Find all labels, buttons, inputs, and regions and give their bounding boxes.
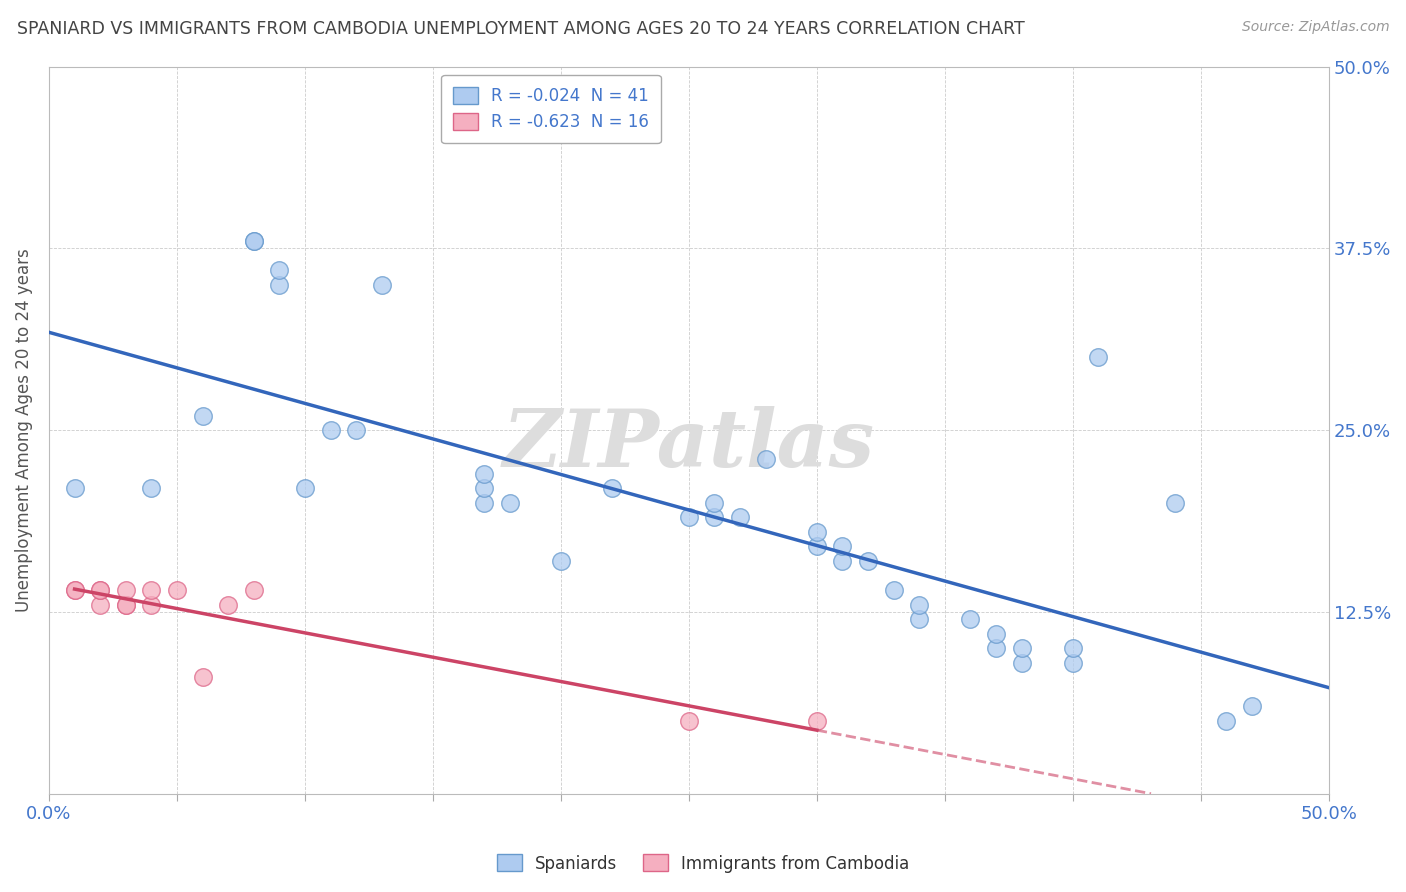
Point (141, 481, 163, 495)
Y-axis label: Unemployment Among Ages 20 to 24 years: Unemployment Among Ages 20 to 24 years (15, 248, 32, 612)
Point (755, 452, 778, 467)
Legend: R = -0.024  N = 41, R = -0.623  N = 16: R = -0.024 N = 41, R = -0.623 N = 16 (441, 75, 661, 143)
Point (984, 626, 1007, 640)
Point (269, 263, 291, 277)
Point (472, 481, 495, 495)
Point (1087, 351, 1109, 365)
Point (728, 510, 751, 524)
Point (242, 234, 264, 248)
Point (217, 598, 239, 612)
Point (114, 598, 136, 612)
Point (1164, 496, 1187, 510)
Point (703, 510, 725, 524)
Point (831, 554, 853, 568)
Point (806, 714, 828, 728)
Text: SPANIARD VS IMMIGRANTS FROM CAMBODIA UNEMPLOYMENT AMONG AGES 20 TO 24 YEARS CORR: SPANIARD VS IMMIGRANTS FROM CAMBODIA UNE… (17, 20, 1025, 37)
Point (831, 540, 853, 554)
Text: Source: ZipAtlas.com: Source: ZipAtlas.com (1241, 20, 1389, 34)
Point (1062, 656, 1084, 670)
Point (319, 423, 342, 437)
Point (883, 583, 905, 598)
Point (703, 496, 725, 510)
Point (242, 583, 264, 598)
Point (344, 423, 367, 437)
Point (191, 409, 214, 423)
Point (370, 277, 392, 292)
Text: ZIPatlas: ZIPatlas (503, 406, 875, 483)
Point (908, 612, 931, 626)
Point (191, 670, 214, 684)
Point (678, 714, 700, 728)
Point (908, 598, 931, 612)
Point (269, 277, 291, 292)
Point (550, 554, 572, 568)
Point (89, 583, 111, 598)
Point (242, 234, 264, 248)
Point (294, 481, 316, 495)
Point (600, 481, 623, 495)
Point (959, 612, 981, 626)
Point (1011, 656, 1033, 670)
Point (1062, 641, 1084, 656)
Point (1011, 641, 1033, 656)
Point (63, 481, 86, 495)
Point (984, 641, 1007, 656)
Point (141, 598, 163, 612)
Point (141, 583, 163, 598)
Point (89, 583, 111, 598)
Point (472, 496, 495, 510)
Point (1215, 714, 1237, 728)
Point (63, 583, 86, 598)
Point (166, 583, 188, 598)
Point (114, 598, 136, 612)
Point (89, 598, 111, 612)
Point (114, 583, 136, 598)
Point (1240, 699, 1263, 714)
Point (806, 540, 828, 554)
Point (856, 554, 879, 568)
Legend: Spaniards, Immigrants from Cambodia: Spaniards, Immigrants from Cambodia (491, 847, 915, 880)
Point (63, 583, 86, 598)
Point (472, 467, 495, 481)
Point (806, 524, 828, 539)
Point (678, 510, 700, 524)
Point (499, 496, 522, 510)
